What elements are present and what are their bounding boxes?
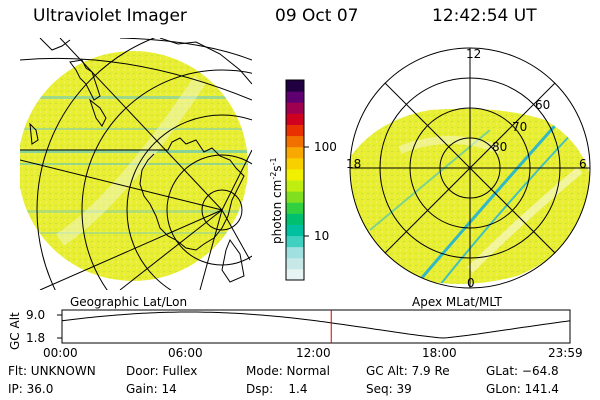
colorbar-frame — [285, 79, 305, 281]
altitude-xtick-0600: 06:00 — [168, 346, 203, 360]
mlat-mlt-grid — [349, 47, 591, 289]
colorbar-cell — [286, 268, 304, 281]
altitude-plot — [57, 309, 571, 344]
colorbar-cell — [286, 102, 304, 114]
altitude-plot-frame — [61, 309, 571, 344]
coastlines — [20, 38, 252, 283]
altitude-ylabel: GC Alt — [8, 312, 22, 350]
colorbar-label-10: 10 — [314, 229, 330, 243]
colorbar-cell — [286, 224, 304, 237]
geographic-image — [20, 38, 252, 290]
mlat-label-70: 70 — [512, 120, 528, 134]
altitude-ytick-9: 9.0 — [26, 308, 46, 322]
info-door: Door: Fullex — [126, 364, 198, 378]
apex-label: Apex MLat/MLT — [412, 295, 502, 309]
colorbar-cell — [286, 113, 304, 125]
info-gc-alt: GC Alt: 7.9 Re — [366, 364, 450, 378]
colorbar — [285, 79, 309, 281]
colorbar-cell — [286, 202, 304, 214]
colorbar-cell — [286, 135, 304, 148]
info-gain: Gain: 14 — [126, 382, 177, 396]
colorbar-cell — [286, 146, 304, 159]
mlat-label-60: 60 — [535, 98, 551, 112]
altitude-xtick-2359: 23:59 — [548, 346, 583, 360]
mlat-label-80: 80 — [492, 140, 508, 154]
geographic-label: Geographic Lat/Lon — [70, 295, 188, 309]
colorbar-cell — [286, 246, 304, 259]
info-flt: Flt: UNKNOWN — [8, 364, 96, 378]
instrument-title: Ultraviolet Imager — [33, 6, 187, 26]
info-mode: Mode: Normal — [246, 364, 330, 378]
colorbar-cell — [286, 168, 304, 181]
colorbar-cell — [286, 157, 304, 170]
colorbar-cell — [286, 80, 304, 92]
altitude-xtick-1800: 18:00 — [422, 346, 457, 360]
mlt-label-6: 6 — [579, 157, 587, 171]
altitude-xtick-1200: 12:00 — [296, 346, 331, 360]
mlt-label-12: 12 — [466, 47, 482, 61]
polar-image — [349, 47, 591, 289]
colorbar-cell — [286, 213, 304, 225]
time-label: 12:42:54 UT — [432, 6, 537, 26]
colorbar-cell — [286, 257, 304, 270]
colorbar-cell — [286, 180, 304, 192]
colorbar-cell — [286, 191, 304, 203]
info-ip: IP: 36.0 — [8, 382, 54, 396]
lat-lon-grid — [20, 38, 252, 290]
colorbar-unit: photon cm-2s-1 — [269, 157, 284, 244]
colorbar-cell — [286, 91, 304, 103]
colorbar-cell — [286, 124, 304, 137]
info-dsp: Dsp: 1.4 — [246, 382, 308, 396]
mlt-label-18: 18 — [346, 157, 362, 171]
altitude-curve — [61, 311, 571, 339]
altitude-xtick-0000: 00:00 — [43, 346, 78, 360]
date-label: 09 Oct 07 — [275, 6, 359, 26]
colorbar-cell — [286, 235, 304, 248]
info-glon: GLon: 141.4 — [486, 382, 559, 396]
info-seq: Seq: 39 — [366, 382, 412, 396]
colorbar-label-100: 100 — [314, 140, 337, 154]
mlt-label-0: 0 — [467, 276, 475, 290]
info-glat: GLat: −64.8 — [486, 364, 559, 378]
altitude-ytick-1-8: 1.8 — [26, 331, 46, 345]
